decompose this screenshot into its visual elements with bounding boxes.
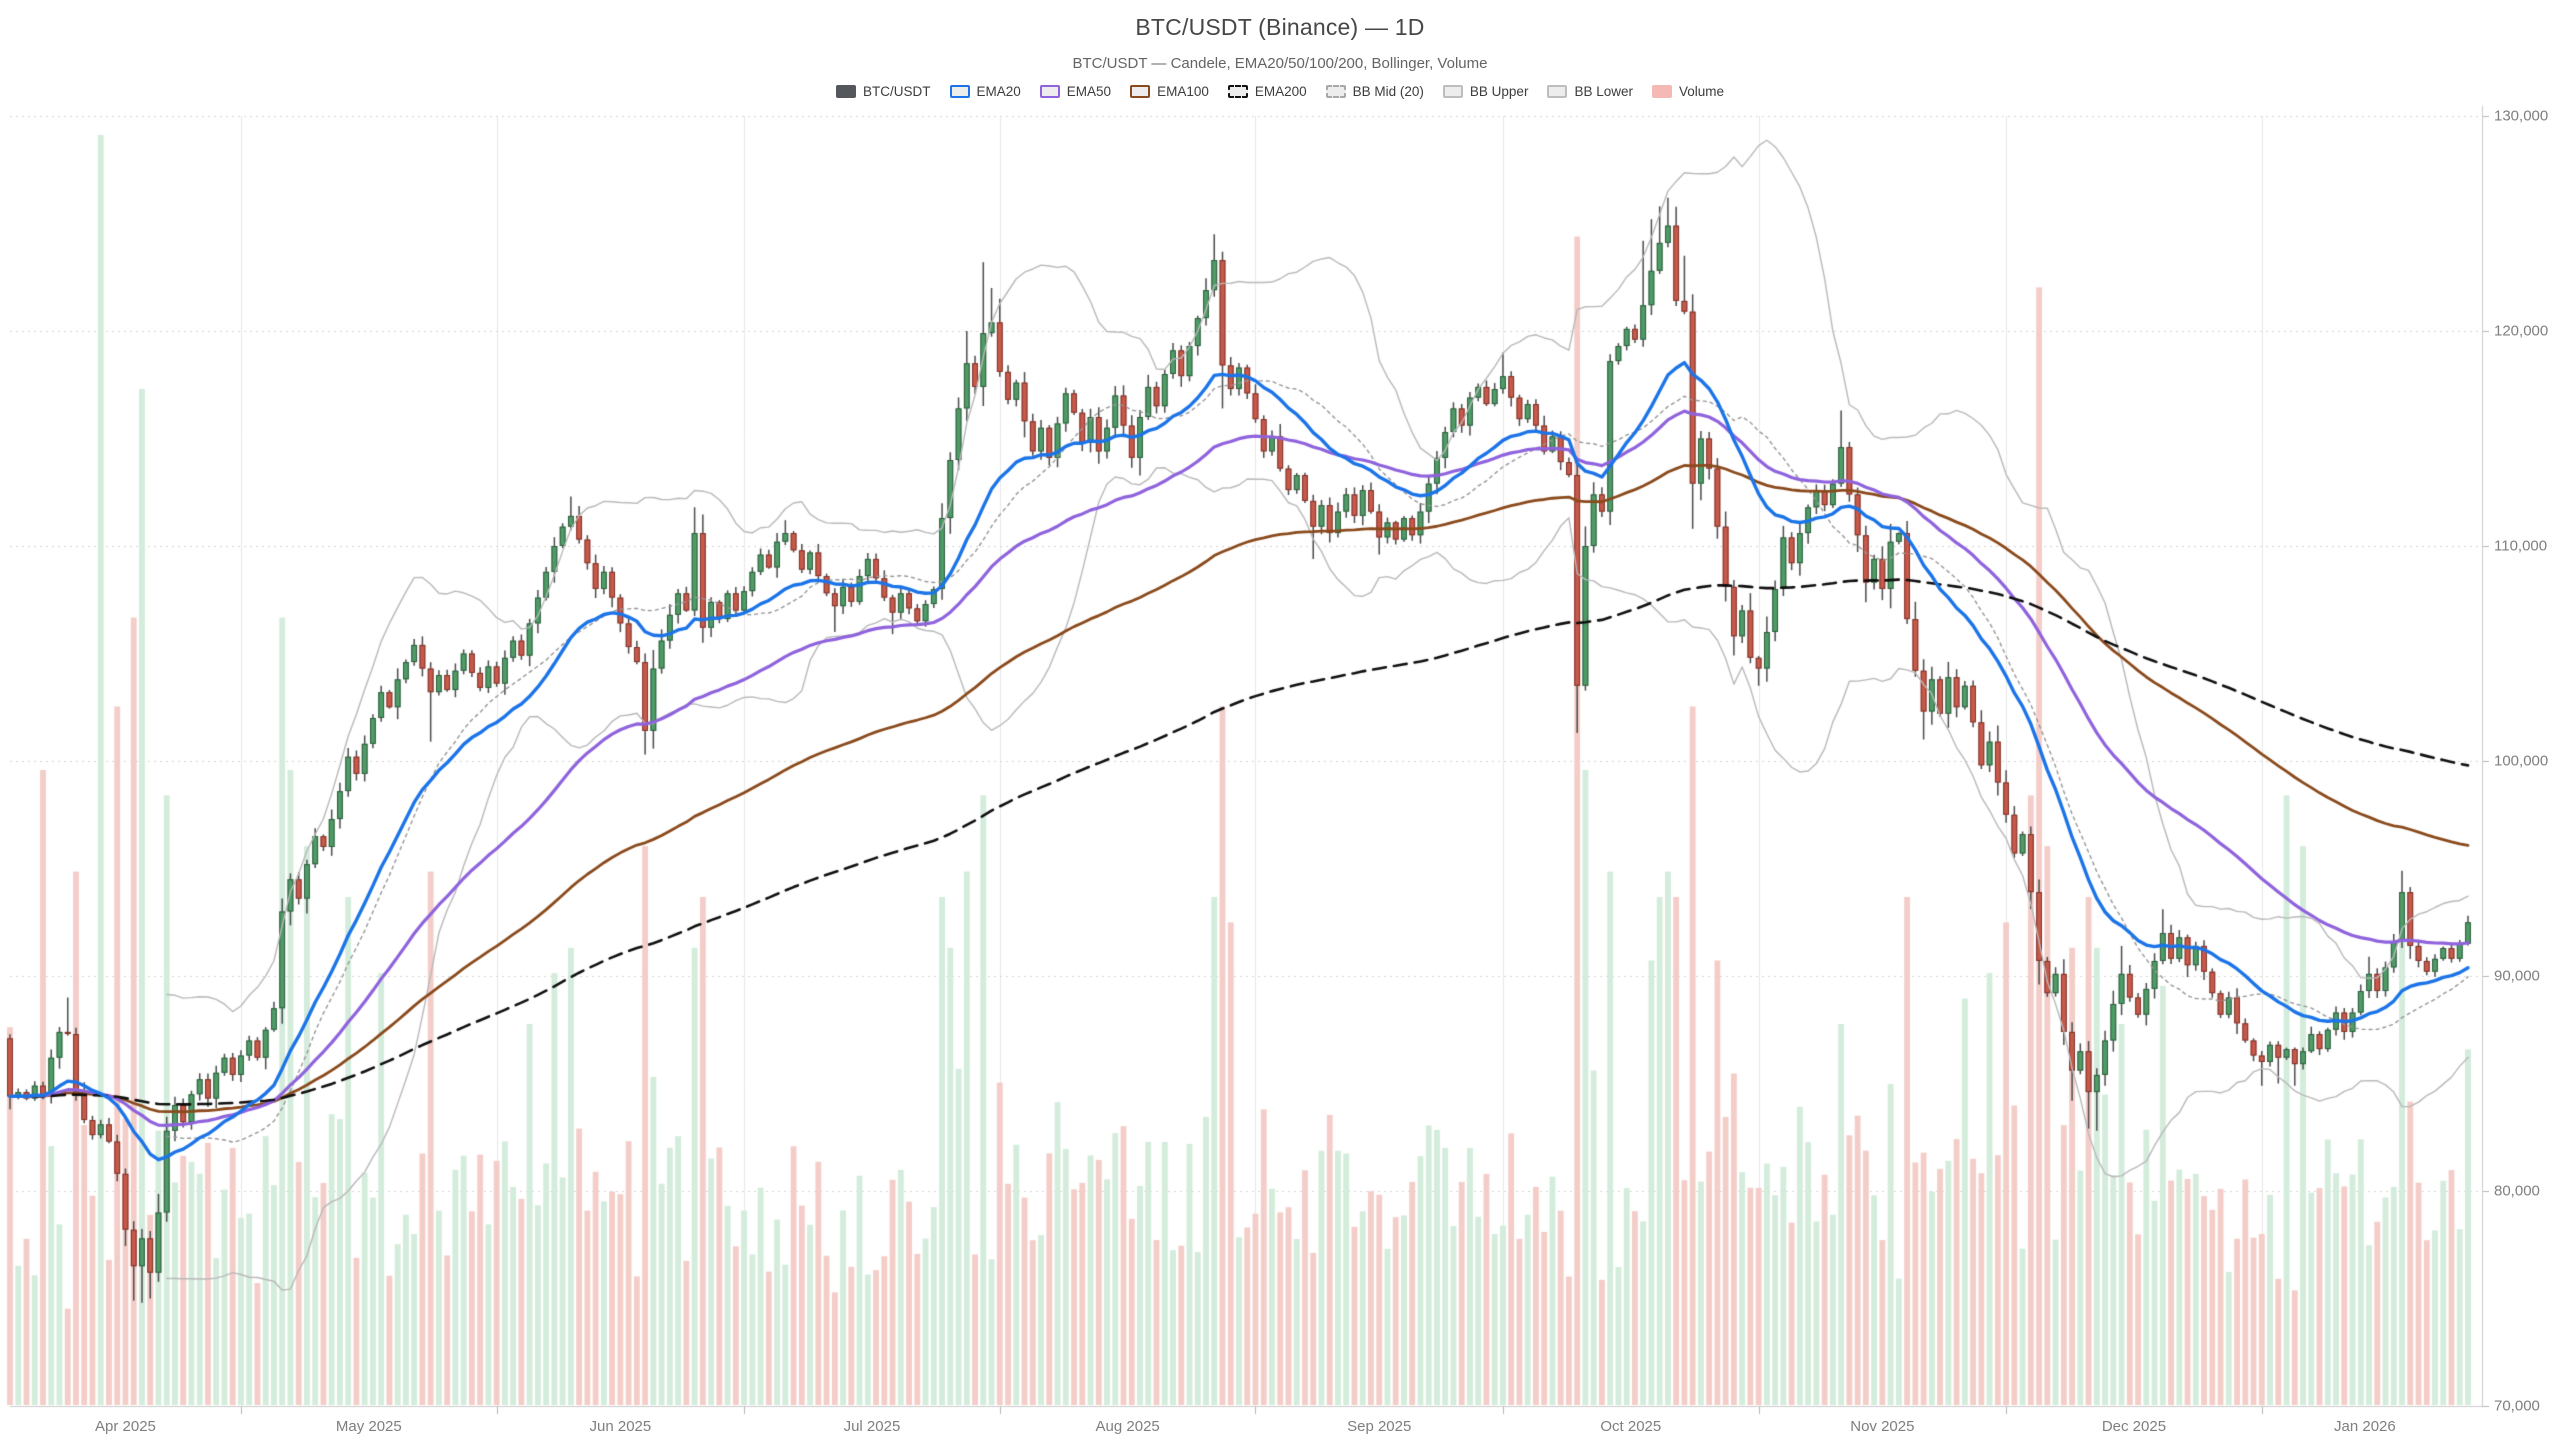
y-axis-label: 110,000 — [2494, 537, 2548, 555]
legend-label: EMA200 — [1254, 84, 1307, 99]
y-axis-label: 90,000 — [2494, 967, 2540, 985]
y-axis-label: 80,000 — [2494, 1182, 2540, 1200]
legend-item-ema100: EMA100 — [1130, 84, 1209, 99]
x-axis-label: Jun 2025 — [589, 1418, 652, 1435]
legend-swatch-icon — [1227, 85, 1248, 98]
legend-swatch-icon — [1651, 85, 1672, 98]
y-axis-label: 120,000 — [2494, 322, 2549, 340]
x-axis-label: May 2025 — [335, 1418, 402, 1435]
legend-label: Volume — [1678, 84, 1724, 99]
legend-label: BTC/USDT — [863, 84, 931, 99]
x-axis-label: Dec 2025 — [2101, 1418, 2167, 1435]
legend-swatch-icon — [836, 85, 856, 98]
x-axis-label: Oct 2025 — [1600, 1418, 1662, 1435]
legend-swatch-icon — [949, 85, 970, 98]
x-axis-label: Aug 2025 — [1095, 1418, 1160, 1435]
x-axis-label: Jul 2025 — [843, 1418, 901, 1435]
x-axis-label: Nov 2025 — [1850, 1418, 1915, 1435]
legend-swatch-icon — [1130, 85, 1151, 98]
y-axis-label: 100,000 — [2494, 752, 2549, 770]
y-axis-label: 130,000 — [2494, 107, 2549, 125]
legend-item-ema200: EMA200 — [1227, 84, 1307, 99]
legend-item-ema50: EMA50 — [1039, 84, 1112, 99]
legend-label: EMA20 — [976, 84, 1021, 99]
legend-swatch-icon — [1325, 85, 1346, 98]
legend-item-bb-lower: BB Lower — [1547, 84, 1633, 99]
legend-label: BB Mid (20) — [1352, 84, 1424, 99]
legend-item-btc-usdt: BTC/USDT — [836, 84, 931, 99]
legend-label: BB Upper — [1469, 84, 1529, 99]
legend-item-bb-mid-20-: BB Mid (20) — [1325, 84, 1424, 99]
legend-swatch-icon — [1442, 85, 1463, 98]
x-axis-label: Jan 2026 — [2334, 1418, 2396, 1435]
legend-swatch-icon — [1547, 85, 1568, 98]
chart-subtitle: BTC/USDT — Candele, EMA20/50/100/200, Bo… — [1072, 55, 1488, 72]
x-axis-label: Sep 2025 — [1347, 1418, 1412, 1435]
legend-item-ema20: EMA20 — [949, 84, 1021, 99]
chart-legend: BTC/USDT EMA20 EMA50 EMA100 EMA200 BB Mid (20… — [0, 84, 2560, 99]
legend-swatch-icon — [1039, 85, 1060, 98]
chart-title: BTC/USDT (Binance) — 1D — [1135, 14, 1425, 40]
x-axis-label: Apr 2025 — [95, 1418, 156, 1435]
legend-item-bb-upper: BB Upper — [1442, 84, 1529, 99]
y-axis-label: 70,000 — [2494, 1397, 2540, 1415]
legend-item-volume: Volume — [1651, 84, 1724, 99]
legend-label: EMA50 — [1066, 84, 1112, 99]
legend-label: EMA100 — [1157, 84, 1209, 99]
legend-label: BB Lower — [1574, 84, 1633, 99]
